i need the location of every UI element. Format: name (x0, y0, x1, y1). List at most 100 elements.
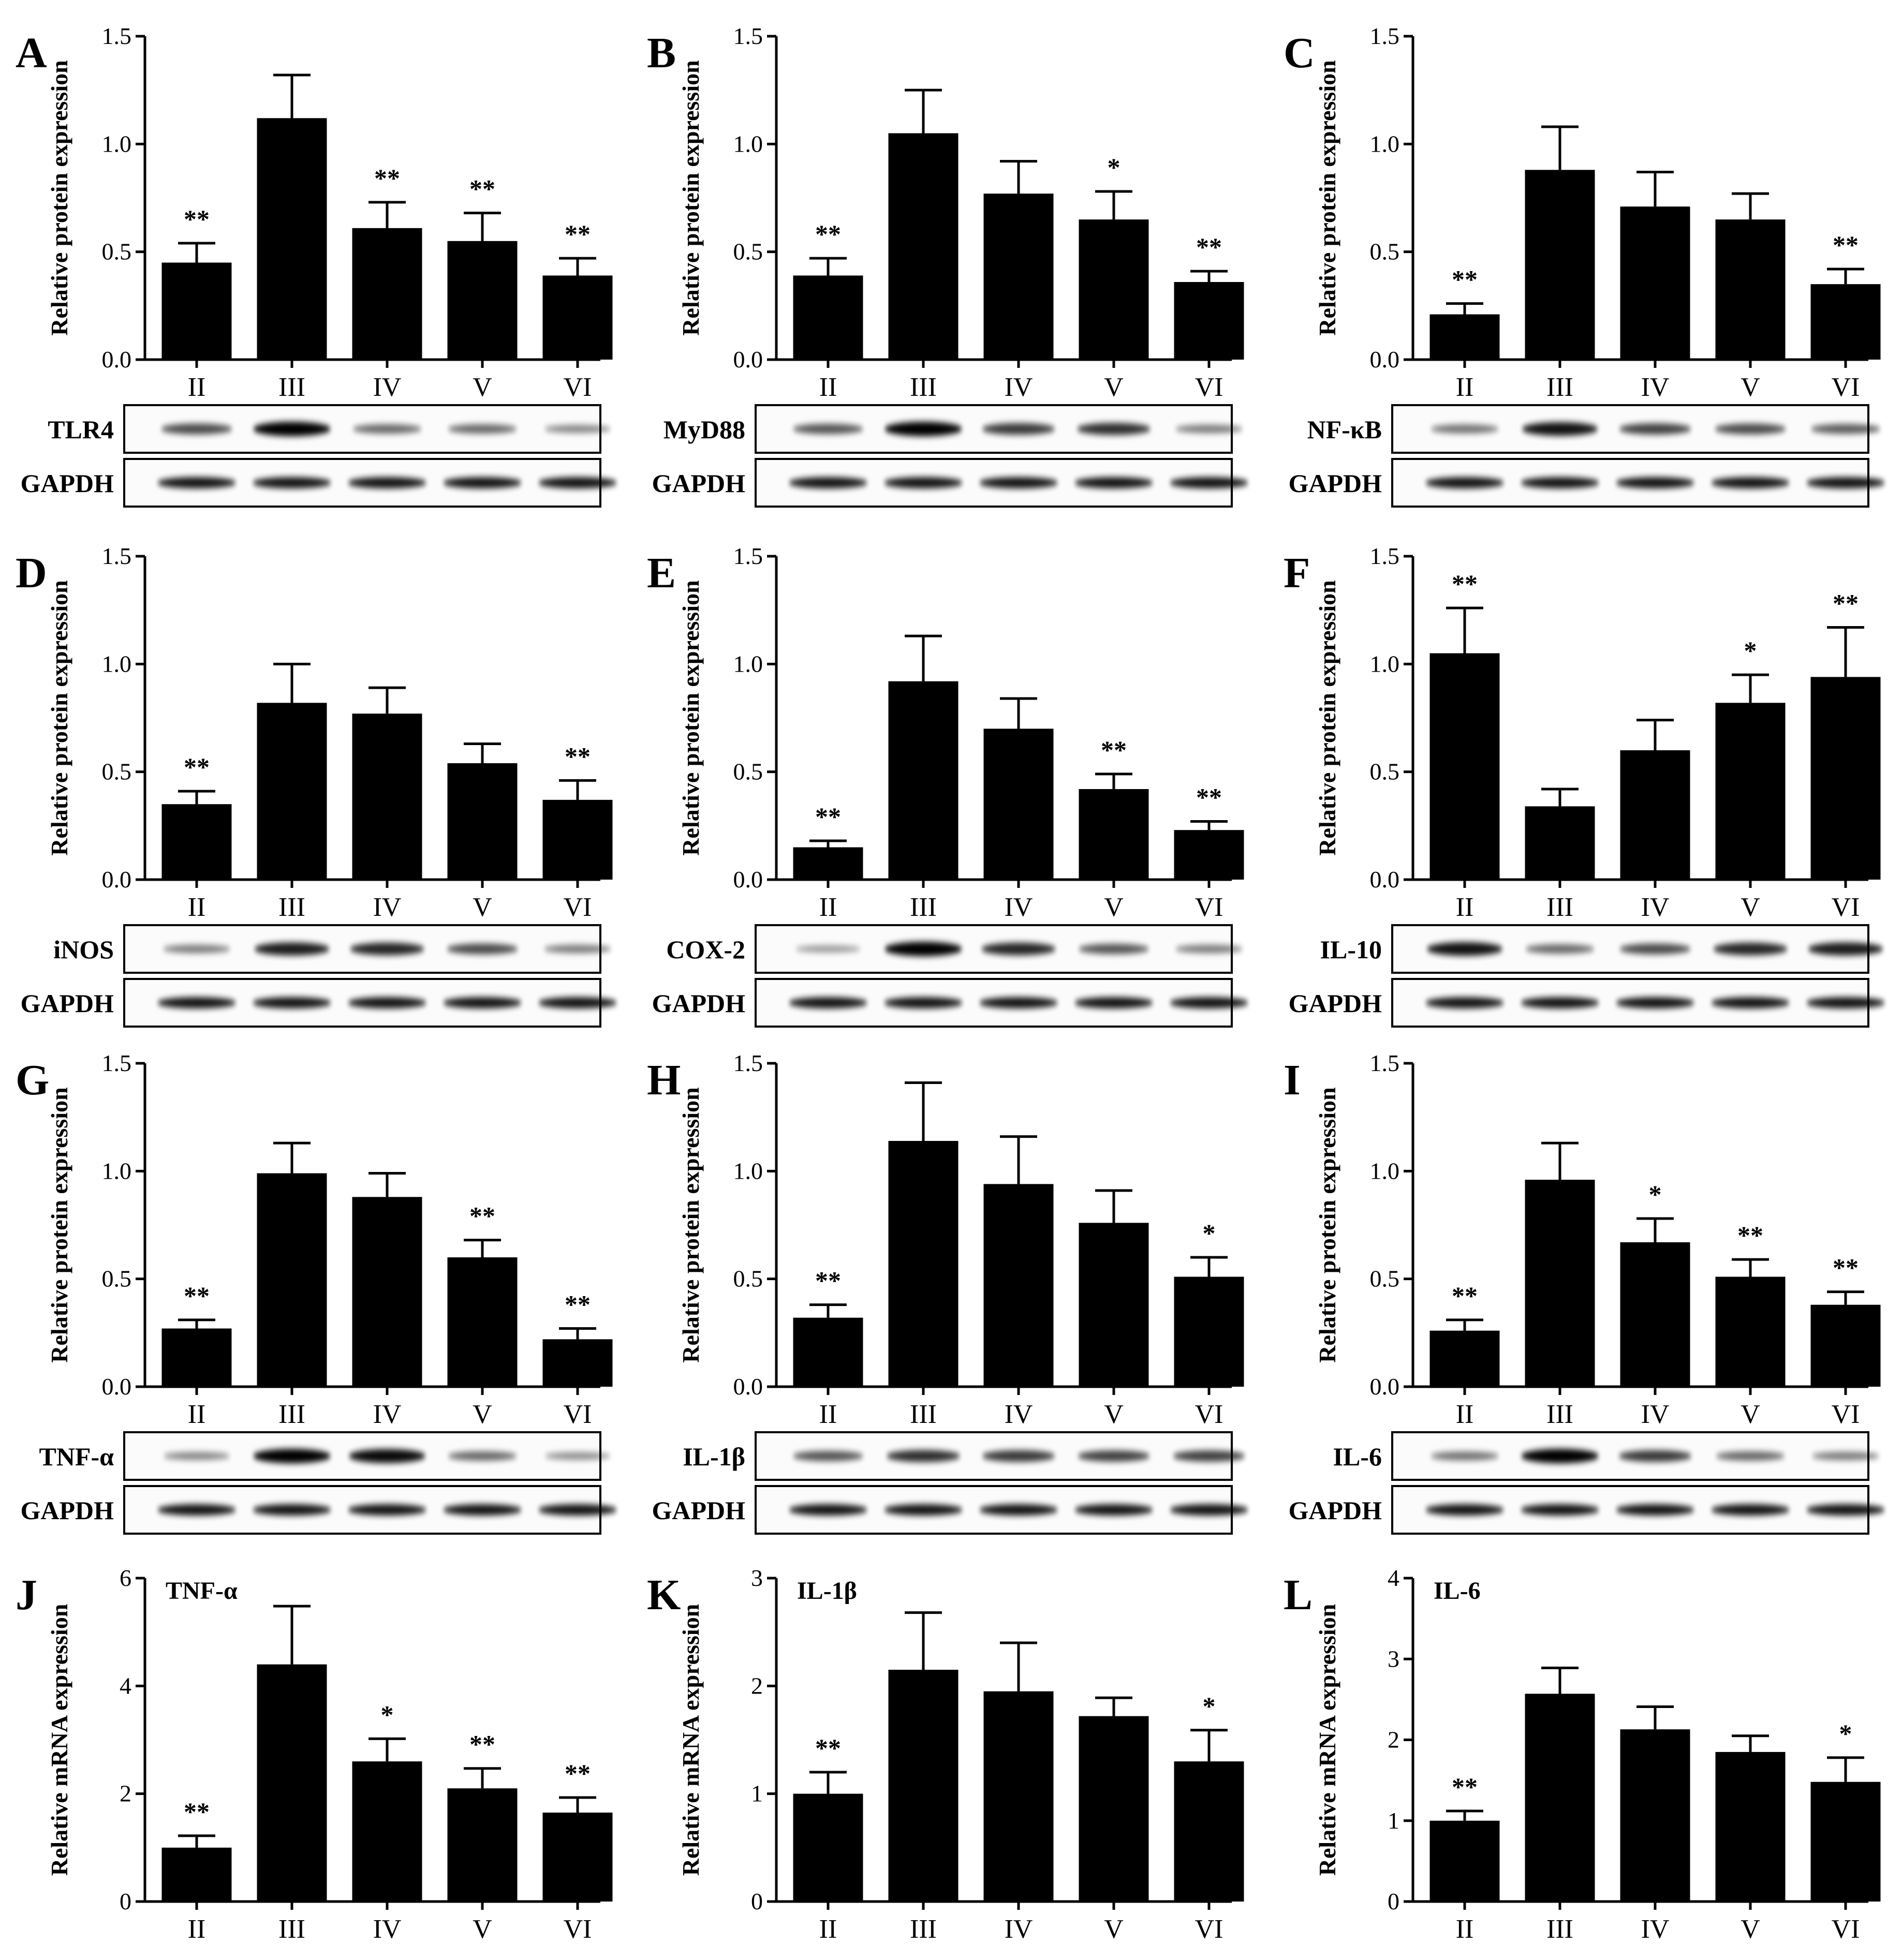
panel-label: G (16, 1056, 49, 1104)
gapdh-band (1170, 1504, 1248, 1516)
x-tick-label: II (819, 373, 837, 402)
y-tick-label: 0.5 (1370, 1266, 1400, 1292)
x-tick-label: V (1104, 893, 1124, 922)
blot-band (1521, 1449, 1599, 1463)
blot-band (1426, 942, 1503, 956)
gapdh-band (884, 997, 963, 1008)
bar (1174, 1761, 1244, 1902)
panel-label: H (647, 1056, 681, 1104)
blot-gapdh-label: GAPDH (20, 469, 114, 498)
y-axis-label: Relative protein expression (677, 1087, 704, 1362)
significance-marker: ** (815, 1733, 841, 1762)
gapdh-band (1521, 477, 1599, 488)
gapdh-band (348, 477, 426, 488)
bar (983, 1691, 1054, 1902)
bar (793, 1793, 863, 1902)
blot-band (1522, 422, 1598, 436)
gapdh-band (253, 997, 331, 1008)
significance-marker: ** (815, 1266, 841, 1295)
panel-label: D (16, 549, 47, 597)
blot-band (348, 1449, 426, 1463)
y-tick-label: 1.5 (1370, 23, 1400, 49)
y-tick-label: 1 (1388, 1807, 1399, 1834)
significance-marker: ** (374, 164, 400, 192)
blot-band (1810, 424, 1881, 434)
panel-label: L (1284, 1571, 1313, 1619)
x-tick-label: III (1546, 373, 1573, 402)
bar (888, 133, 959, 360)
blot-band (795, 945, 861, 953)
gapdh-band (1711, 477, 1790, 488)
y-axis-label: Relative protein expression (1314, 60, 1340, 335)
x-tick-label: III (278, 893, 305, 922)
bar (257, 1173, 327, 1387)
blot-protein-label: IL-6 (1333, 1442, 1382, 1471)
blot-band (1431, 1451, 1499, 1461)
gapdh-band (253, 1504, 331, 1516)
y-tick-label: 3 (751, 1565, 763, 1591)
bar (888, 1670, 959, 1902)
blot-protein-label: COX-2 (666, 935, 745, 964)
bar (542, 799, 613, 880)
bar (161, 1847, 232, 1902)
bar (1810, 1304, 1881, 1387)
significance-marker: ** (1833, 230, 1859, 259)
x-tick-label: II (1456, 893, 1474, 922)
y-axis-label: Relative mRNA expression (46, 1604, 72, 1876)
y-tick-label: 1.0 (102, 1157, 132, 1184)
bar (983, 1184, 1054, 1387)
x-tick-label: III (1546, 893, 1573, 922)
y-axis-label: Relative mRNA expression (1314, 1604, 1340, 1876)
gapdh-band (1074, 477, 1153, 488)
y-tick-label: 1.0 (1370, 1157, 1400, 1184)
x-tick-label: III (278, 1400, 305, 1429)
x-tick-label: IV (1005, 373, 1033, 402)
bar (1810, 677, 1881, 880)
x-tick-label: V (1104, 1400, 1124, 1429)
bar (257, 118, 327, 360)
bar (1079, 789, 1149, 880)
bar (1525, 1180, 1595, 1387)
gapdh-band (884, 477, 963, 488)
significance-marker: ** (1452, 569, 1478, 598)
significance-marker: ** (565, 741, 591, 770)
panel-j: J TNF-α Relative mRNA expression 0 2 4 6 II ** II… (16, 1565, 613, 1944)
significance-marker: ** (565, 1290, 591, 1319)
bar (1715, 1276, 1786, 1387)
blot-band (448, 1451, 517, 1461)
bar (1079, 1716, 1149, 1902)
bar (161, 262, 232, 360)
panel-label: E (647, 549, 676, 597)
y-tick-label: 0.0 (733, 346, 763, 373)
blot-band (1078, 1450, 1150, 1462)
significance-marker: ** (1452, 1772, 1478, 1801)
bar (352, 1761, 422, 1902)
significance-marker: * (1203, 1691, 1216, 1720)
significance-marker: ** (1833, 1253, 1859, 1282)
blot-band (1713, 942, 1788, 956)
gapdh-band (979, 997, 1058, 1008)
significance-marker: ** (1452, 265, 1478, 294)
gapdh-band (1074, 997, 1153, 1008)
x-tick-label: VI (1195, 893, 1223, 922)
significance-marker: * (381, 1700, 394, 1729)
gapdh-band (1806, 1504, 1885, 1516)
blot-band (1175, 944, 1243, 954)
bar (1810, 1781, 1881, 1902)
significance-marker: ** (1101, 735, 1127, 764)
blot-band (884, 422, 962, 436)
y-tick-label: 0.0 (733, 866, 763, 893)
y-tick-label: 2 (751, 1672, 763, 1699)
bar (352, 1197, 422, 1387)
gapdh-band (157, 1504, 236, 1516)
x-tick-label: III (278, 373, 305, 402)
blot-band (792, 1451, 864, 1461)
blot-band (1811, 1451, 1880, 1461)
y-tick-label: 1.0 (733, 130, 763, 157)
y-tick-label: 0.5 (733, 759, 763, 785)
x-tick-label: II (1456, 1400, 1474, 1429)
y-tick-label: 1 (751, 1780, 763, 1807)
